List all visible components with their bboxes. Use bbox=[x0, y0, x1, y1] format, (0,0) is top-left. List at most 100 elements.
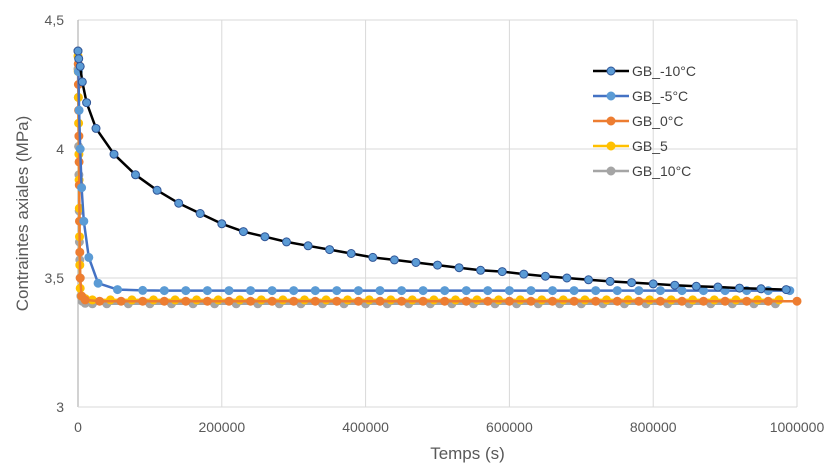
series-group bbox=[73, 46, 802, 309]
data-point bbox=[213, 295, 223, 305]
data-point bbox=[224, 286, 234, 296]
data-point bbox=[138, 296, 148, 306]
legend-item: GB_10°C bbox=[593, 163, 691, 179]
data-point bbox=[282, 237, 291, 247]
data-point bbox=[397, 286, 407, 296]
data-point bbox=[713, 282, 723, 292]
data-point bbox=[170, 295, 180, 305]
data-point bbox=[461, 286, 471, 296]
data-point bbox=[677, 286, 687, 296]
data-point bbox=[440, 296, 450, 306]
legend-item: GB_-10°C bbox=[593, 63, 696, 79]
x-tick-label: 0 bbox=[74, 419, 82, 435]
data-point bbox=[688, 295, 698, 305]
data-point bbox=[152, 185, 162, 195]
data-point bbox=[569, 286, 579, 296]
data-point bbox=[224, 296, 234, 306]
data-point bbox=[792, 296, 802, 306]
legend-marker bbox=[606, 91, 616, 101]
y-tick-labels: 3 3,5 4 4,5 bbox=[45, 12, 65, 415]
data-point bbox=[540, 271, 550, 281]
data-point bbox=[75, 247, 85, 257]
data-point bbox=[386, 295, 396, 305]
x-tick-label: 1000000 bbox=[770, 419, 825, 435]
data-point bbox=[418, 296, 428, 306]
data-point bbox=[753, 295, 762, 305]
y-axis-title: Contraintes axiales (MPa) bbox=[13, 116, 32, 312]
y-tick-label: 4,5 bbox=[45, 12, 65, 28]
data-point bbox=[181, 296, 191, 306]
data-point bbox=[612, 296, 622, 306]
data-point bbox=[519, 269, 529, 279]
data-point bbox=[332, 286, 342, 296]
data-point bbox=[195, 209, 205, 218]
data-point bbox=[346, 249, 356, 258]
legend-label: GB_5 bbox=[632, 138, 668, 154]
data-point bbox=[82, 98, 92, 108]
data-point bbox=[418, 286, 428, 296]
data-point bbox=[267, 296, 277, 306]
data-point bbox=[353, 286, 363, 296]
data-point bbox=[310, 296, 320, 306]
data-point bbox=[343, 295, 353, 305]
data-point bbox=[109, 149, 119, 159]
legend-marker bbox=[606, 116, 616, 126]
y-tick-label: 4 bbox=[56, 141, 64, 157]
data-point bbox=[375, 286, 385, 296]
data-point bbox=[138, 285, 148, 295]
data-point bbox=[77, 183, 87, 193]
data-point bbox=[623, 295, 633, 305]
data-point bbox=[202, 286, 212, 296]
legend-item: GB_-5°C bbox=[593, 88, 688, 104]
series-line bbox=[76, 50, 790, 292]
data-point bbox=[84, 252, 94, 262]
data-point bbox=[181, 286, 191, 296]
data-point bbox=[246, 286, 256, 296]
data-point bbox=[494, 295, 504, 305]
data-point bbox=[580, 295, 590, 305]
data-point bbox=[602, 295, 611, 305]
data-point bbox=[670, 280, 680, 290]
data-point bbox=[289, 286, 299, 296]
data-point bbox=[217, 219, 227, 229]
data-point bbox=[691, 281, 701, 291]
x-tick-label: 400000 bbox=[342, 419, 389, 435]
data-point bbox=[781, 285, 791, 295]
data-point bbox=[289, 296, 299, 306]
data-point bbox=[483, 286, 493, 296]
data-point bbox=[353, 296, 363, 306]
series-0 bbox=[73, 46, 791, 295]
legend-label: GB_-5°C bbox=[632, 88, 688, 104]
data-point bbox=[127, 295, 137, 305]
data-point bbox=[591, 296, 601, 306]
data-point bbox=[677, 296, 687, 306]
data-point bbox=[627, 278, 637, 288]
data-point bbox=[526, 286, 536, 296]
data-point bbox=[476, 265, 486, 275]
data-point bbox=[584, 275, 593, 285]
data-point bbox=[267, 286, 277, 296]
data-point bbox=[709, 295, 719, 305]
data-point bbox=[648, 279, 658, 289]
data-point bbox=[645, 295, 655, 305]
data-point bbox=[93, 278, 103, 288]
data-point bbox=[774, 295, 784, 305]
data-point bbox=[389, 255, 399, 265]
data-point bbox=[238, 227, 248, 237]
data-point bbox=[461, 296, 471, 306]
series-2 bbox=[73, 46, 802, 306]
data-point bbox=[131, 170, 140, 180]
data-point bbox=[655, 286, 665, 296]
data-point bbox=[407, 295, 417, 305]
data-point bbox=[666, 295, 676, 305]
data-point bbox=[731, 295, 741, 305]
legend-label: GB_0°C bbox=[632, 113, 684, 129]
data-point bbox=[321, 295, 331, 305]
data-point bbox=[634, 296, 644, 306]
data-point bbox=[246, 296, 256, 306]
data-point bbox=[763, 296, 773, 306]
legend: GB_-10°C GB_-5°C GB_0°C GB_5 GB_10°C bbox=[593, 63, 696, 179]
data-point bbox=[149, 295, 158, 305]
